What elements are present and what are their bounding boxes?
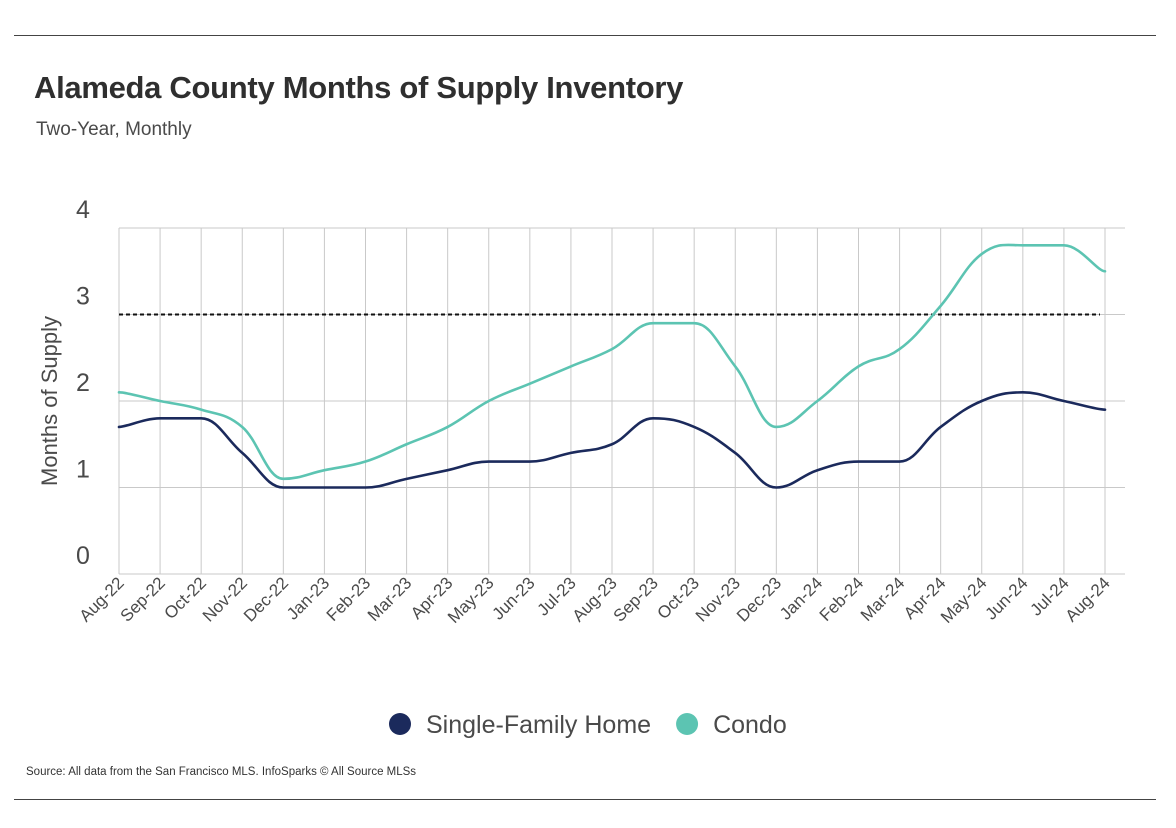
x-tick-label: Jan-24	[776, 573, 826, 623]
x-tick-label: Nov-23	[692, 573, 744, 625]
series-line-condo	[117, 243, 1107, 481]
y-tick-label: 4	[76, 196, 90, 224]
x-tick-label: Aug-22	[76, 573, 128, 625]
x-tick-label: Mar-24	[857, 573, 909, 625]
y-axis-ticks: 0 1 2 3 4	[76, 196, 90, 570]
y-tick-label: 1	[76, 456, 90, 484]
legend: Single-Family Home Condo	[389, 711, 787, 739]
x-tick-label: Jun-23	[488, 573, 538, 623]
y-tick-label: 3	[76, 283, 90, 311]
chart-subtitle: Two-Year, Monthly	[36, 119, 192, 140]
legend-label-condo: Condo	[713, 711, 787, 739]
x-tick-label: Dec-22	[240, 573, 292, 625]
grid-lines	[118, 227, 1125, 575]
y-tick-label: 0	[76, 542, 90, 570]
bottom-rule	[14, 799, 1156, 800]
legend-label-single-family-home: Single-Family Home	[426, 711, 651, 739]
x-tick-label: Feb-24	[816, 573, 868, 625]
x-tick-label: May-23	[444, 573, 498, 627]
top-rule	[14, 35, 1156, 36]
x-tick-label: Aug-23	[569, 573, 621, 625]
x-tick-label: Jan-23	[283, 573, 333, 623]
x-tick-label: Mar-23	[364, 573, 416, 625]
x-tick-label: Dec-23	[733, 573, 785, 625]
x-tick-label: Sep-23	[610, 573, 662, 625]
legend-marker-condo	[676, 713, 699, 735]
x-tick-label: May-24	[937, 573, 991, 627]
x-tick-label: Aug-24	[1062, 573, 1114, 625]
x-tick-label: Feb-23	[323, 573, 375, 625]
source-note: Source: All data from the San Francisco …	[26, 766, 417, 778]
chart-title: Alameda County Months of Supply Inventor…	[34, 70, 684, 105]
x-axis-ticks: Aug-22Sep-22Oct-22Nov-22Dec-22Jan-23Feb-…	[76, 573, 1114, 627]
x-tick-label: Jun-24	[981, 573, 1031, 623]
y-axis-title: Months of Supply	[37, 316, 62, 486]
legend-marker-single-family-home	[389, 713, 411, 735]
x-tick-label: Sep-22	[117, 573, 169, 625]
series-lines	[117, 243, 1107, 489]
series-line-single-family-home	[117, 391, 1107, 489]
x-tick-label: Nov-22	[199, 573, 251, 625]
y-tick-label: 2	[76, 369, 90, 397]
